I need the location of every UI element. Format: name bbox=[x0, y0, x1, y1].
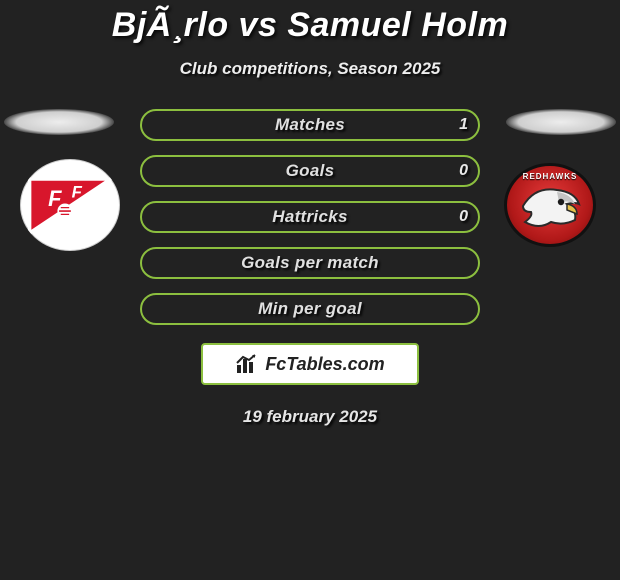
hawk-icon bbox=[517, 182, 583, 232]
stat-label: Hattricks bbox=[272, 207, 347, 227]
stat-label: Matches bbox=[275, 115, 345, 135]
stat-row: Goals per match bbox=[140, 247, 480, 279]
stat-label: Goals per match bbox=[241, 253, 379, 273]
stat-value-right: 1 bbox=[459, 116, 468, 134]
stat-row: Hattricks 0 bbox=[140, 201, 480, 233]
ffk-pennant-icon: F F bbox=[28, 169, 112, 243]
generated-date: 19 february 2025 bbox=[0, 407, 620, 427]
stat-label: Goals bbox=[286, 161, 335, 181]
stat-row: Matches 1 bbox=[140, 109, 480, 141]
stat-row: Min per goal bbox=[140, 293, 480, 325]
stats-column: Matches 1 Goals 0 Hattricks 0 Goals per … bbox=[140, 109, 480, 339]
svg-text:F: F bbox=[72, 183, 83, 202]
stat-value-right: 0 bbox=[459, 208, 468, 226]
stat-value-right: 0 bbox=[459, 162, 468, 180]
comparison-stage: F F REDHAWKS bbox=[0, 109, 620, 339]
stat-label: Min per goal bbox=[258, 299, 362, 319]
page-root: BjÃ¸rlo vs Samuel Holm Club competitions… bbox=[0, 0, 620, 427]
player-shadow-left bbox=[4, 109, 114, 135]
team-badge-right: REDHAWKS bbox=[500, 159, 600, 251]
bar-chart-icon bbox=[235, 353, 259, 375]
redhawks-roundel-icon: REDHAWKS bbox=[504, 163, 596, 247]
redhawks-banner-text: REDHAWKS bbox=[523, 172, 578, 181]
page-title: BjÃ¸rlo vs Samuel Holm bbox=[0, 6, 620, 45]
team-badge-left: F F bbox=[20, 159, 120, 251]
page-subtitle: Club competitions, Season 2025 bbox=[0, 59, 620, 79]
fctables-badge[interactable]: FcTables.com bbox=[201, 343, 419, 385]
stat-row: Goals 0 bbox=[140, 155, 480, 187]
fctables-label: FcTables.com bbox=[265, 354, 384, 375]
player-shadow-right bbox=[506, 109, 616, 135]
